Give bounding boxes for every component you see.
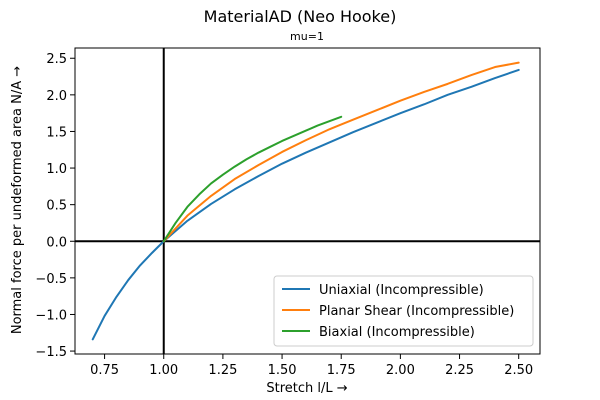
- y-tick-label: 2.0: [46, 89, 67, 104]
- y-tick-label: −1.5: [35, 345, 67, 360]
- y-tick-label: 0.0: [46, 235, 67, 250]
- series-line-2: [162, 115, 343, 243]
- x-tick-label: 2.50: [504, 363, 533, 378]
- y-tick-label: −0.5: [35, 272, 67, 287]
- legend-label-2: Biaxial (Incompressible): [319, 325, 475, 340]
- x-tick-label: 1.25: [208, 363, 237, 378]
- x-tick-label: 1.50: [268, 363, 297, 378]
- x-tick-label: 0.75: [90, 363, 119, 378]
- plot-area-frame: [74, 47, 541, 355]
- chart-subtitle: mu=1: [290, 30, 324, 43]
- legend-box: [273, 275, 534, 347]
- legend-label-1: Planar Shear (Incompressible): [319, 304, 514, 319]
- x-axis-label: Stretch l/L →: [266, 381, 347, 396]
- y-axis-ticks: −1.5 −1.0 −0.5 0.0 0.5 1.0 1.5 2.0 2.5: [35, 52, 75, 360]
- x-axis-ticks: 0.75 1.00 1.25 1.50 1.75 2.00 2.25 2.50: [90, 354, 533, 378]
- y-tick-label: 1.0: [46, 162, 67, 177]
- x-tick-label: 1.75: [327, 363, 356, 378]
- legend-items: Uniaxial (Incompressible) Planar Shear (I…: [282, 283, 514, 340]
- series-layer: [91, 61, 520, 341]
- reference-lines: [75, 48, 540, 354]
- y-axis-label: Normal force per undeformed area N/A →: [10, 66, 25, 334]
- x-tick-label: 1.00: [149, 363, 178, 378]
- y-tick-label: 0.5: [46, 199, 67, 214]
- series-line-1: [162, 61, 520, 243]
- chart-title: MaterialAD (Neo Hooke): [204, 7, 397, 26]
- x-tick-label: 2.00: [386, 363, 415, 378]
- x-tick-label: 2.25: [445, 363, 474, 378]
- y-tick-label: 1.5: [46, 125, 67, 140]
- y-tick-label: −1.0: [35, 308, 67, 323]
- series-line-0: [91, 68, 520, 341]
- y-tick-label: 2.5: [46, 52, 67, 67]
- legend-label-0: Uniaxial (Incompressible): [319, 283, 484, 298]
- legend: Uniaxial (Incompressible) Planar Shear (I…: [273, 275, 534, 347]
